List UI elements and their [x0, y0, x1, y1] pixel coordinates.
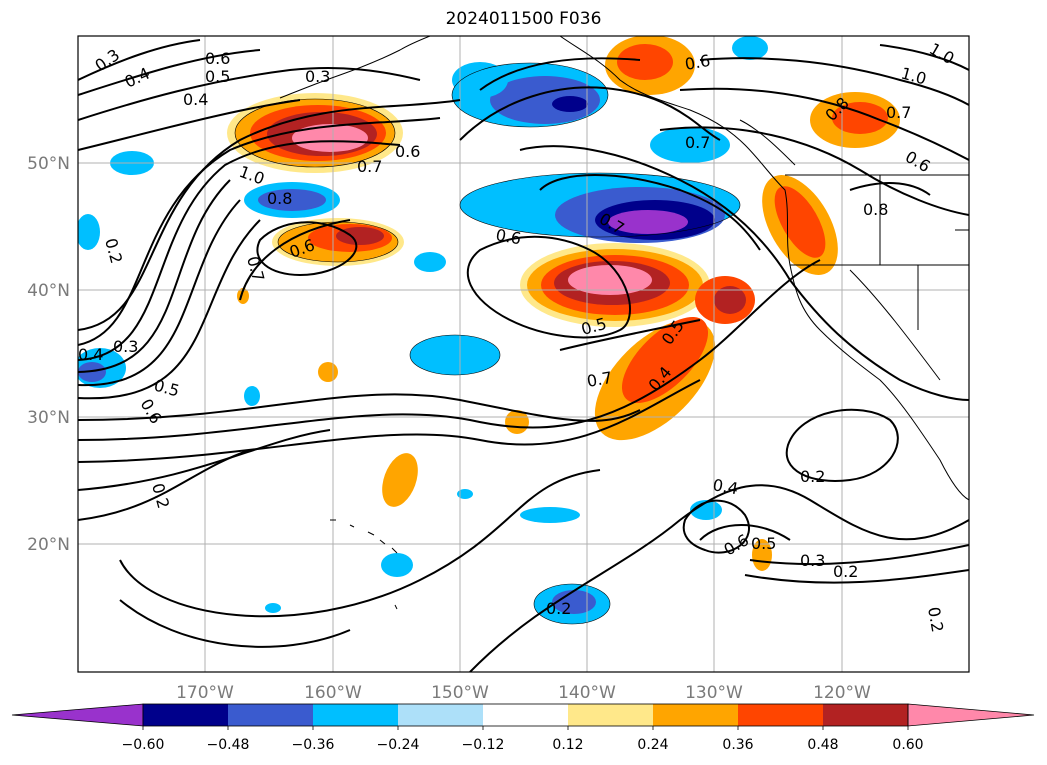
colorbar-segment [823, 704, 908, 726]
contour-label: 0.6 [395, 142, 420, 161]
anomaly-blob-alaska [227, 93, 403, 173]
contour-label: 0.5 [751, 534, 776, 553]
contour-label: 0.4 [183, 90, 208, 109]
map-area: 0.3 0.6 0.5 0.4 0.3 0.4 1.0 0.8 0.6 0.7 … [77, 35, 970, 673]
colorbar-extend-min [11, 703, 144, 727]
contour-label: 0.3 [305, 67, 330, 86]
contour-label: 0.5 [205, 67, 230, 86]
map-frame [77, 35, 970, 673]
lon-label-150w: 150°W [431, 683, 489, 703]
colorbar: −0.60 −0.48 −0.36 −0.24 −0.12 0.12 0.24 0.36 0.4… [11, 703, 1035, 753]
anomaly-fill-layer [78, 36, 900, 624]
lat-label-50n: 50°N [27, 154, 70, 174]
colorbar-segment [398, 704, 483, 726]
contour-label: 0.7 [886, 103, 911, 122]
contour-label: 0.2 [546, 599, 571, 618]
anomaly-blob-blue-central [460, 173, 740, 243]
colorbar-tick-label: 0.24 [637, 737, 668, 753]
anomaly-blob-small-red [272, 218, 404, 266]
colorbar-tick-label: −0.36 [292, 737, 335, 753]
colorbar-segment [143, 704, 228, 726]
colorbar-segment [653, 704, 738, 726]
lat-label-40n: 40°N [27, 281, 70, 301]
colorbar-tick-label: −0.60 [122, 737, 165, 753]
contour-label: 0.7 [685, 133, 710, 152]
colorbar-segment [313, 704, 398, 726]
colorbar-tick-label: −0.24 [377, 737, 420, 753]
contour-label: 0.6 [494, 225, 522, 248]
contour-label: 0.7 [357, 157, 382, 176]
colorbar-frame [142, 703, 909, 727]
map-title: 2024011500 F036 [445, 9, 602, 29]
contour-label: 0.6 [205, 49, 230, 68]
colorbar-tick-label: −0.48 [207, 737, 250, 753]
contour-label: 0.4 [711, 475, 739, 498]
colorbar-segment [228, 704, 313, 726]
lon-label-140w: 140°W [558, 683, 616, 703]
lon-label-160w: 160°W [304, 683, 362, 703]
lat-label-20n: 20°N [27, 535, 70, 555]
lat-label-30n: 30°N [27, 408, 70, 428]
colorbar-tick-label: 0.36 [722, 737, 753, 753]
anomaly-blob-coast [605, 36, 900, 275]
anomaly-blob-central-red [520, 243, 755, 441]
colorbar-segment [738, 704, 823, 726]
colorbar-extend-max [907, 703, 1035, 727]
latitude-axis-labels: 50°N 40°N 30°N 20°N [27, 154, 70, 555]
colorbar-segment [568, 704, 653, 726]
contour-lines [78, 39, 969, 672]
colorbar-segment [483, 704, 568, 726]
contour-label: 0.6 [683, 51, 711, 74]
contour-label: 0.2 [924, 605, 947, 633]
contour-label: 0.7 [585, 368, 613, 391]
contour-label: 0.4 [78, 345, 103, 364]
contour-label: 0.8 [267, 189, 292, 208]
lon-label-120w: 120°W [813, 683, 871, 703]
colorbar-tick-label: −0.12 [462, 737, 505, 753]
contour-label: 0.8 [863, 200, 888, 219]
lon-label-130w: 130°W [685, 683, 743, 703]
colorbar-tick-label: 0.48 [807, 737, 838, 753]
longitude-axis-labels: 170°W 160°W 150°W 140°W 130°W 120°W [176, 683, 871, 703]
contour-label: 0.2 [800, 467, 825, 486]
contour-label: 0.2 [833, 562, 858, 581]
contour-label: 0.3 [800, 551, 825, 570]
contour-label: 0.3 [113, 337, 138, 356]
lon-label-170w: 170°W [176, 683, 234, 703]
anomaly-outlines [234, 62, 741, 625]
anomaly-blob-blue-small [244, 182, 340, 218]
coastlines [279, 36, 969, 610]
colorbar-tick-label: 0.60 [892, 737, 923, 753]
colorbar-tick-label: 0.12 [552, 737, 583, 753]
